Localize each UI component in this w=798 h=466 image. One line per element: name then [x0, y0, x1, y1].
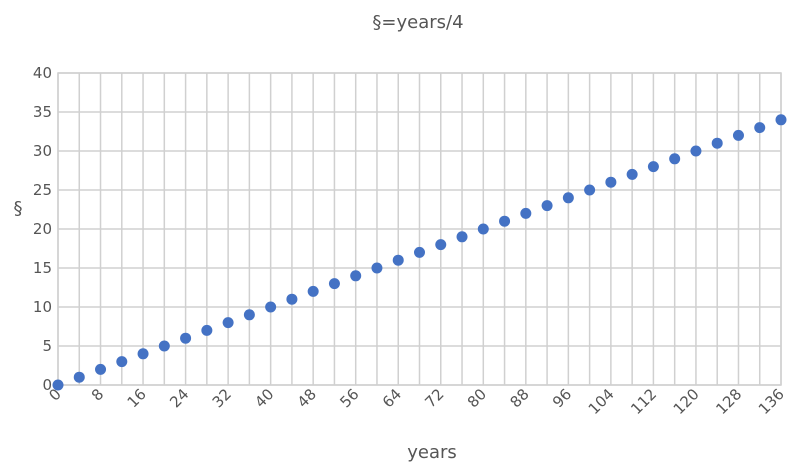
- data-point: [669, 153, 681, 165]
- data-point: [477, 223, 489, 235]
- chart-title: §=years/4: [372, 12, 463, 33]
- x-tick-label: 80: [464, 385, 490, 411]
- y-tick-label: 10: [33, 298, 52, 316]
- y-tick-label: 15: [33, 259, 52, 277]
- data-point: [95, 363, 107, 375]
- x-tick-label: 40: [251, 385, 277, 411]
- x-tick-label: 96: [549, 385, 575, 411]
- data-point: [73, 371, 85, 383]
- data-point: [222, 317, 234, 329]
- x-tick-label: 8: [88, 385, 107, 404]
- data-point: [435, 239, 447, 251]
- data-point: [584, 184, 596, 196]
- y-axis-label: §: [14, 198, 23, 219]
- y-tick-label: 30: [33, 142, 52, 160]
- data-point: [647, 161, 659, 173]
- x-tick-label: 128: [712, 385, 745, 418]
- x-tick-label: 16: [124, 385, 150, 411]
- data-point: [350, 270, 362, 282]
- data-point: [690, 145, 702, 157]
- data-point: [499, 215, 511, 227]
- y-tick-label: 40: [33, 64, 52, 82]
- x-tick-label: 136: [755, 385, 788, 418]
- data-point: [243, 309, 255, 321]
- data-point: [456, 231, 468, 243]
- data-point: [732, 129, 744, 141]
- y-tick-label: 0: [42, 376, 52, 394]
- grid: [57, 72, 782, 386]
- x-tick-label: 104: [585, 385, 618, 418]
- data-point: [414, 246, 425, 258]
- x-tick-label: 56: [336, 385, 362, 411]
- data-point: [201, 324, 213, 336]
- data-point: [775, 114, 787, 126]
- data-points: [52, 114, 787, 391]
- y-tick-label: 5: [42, 337, 52, 355]
- y-tick-label: 20: [33, 220, 52, 238]
- x-tick-label: 72: [421, 385, 447, 411]
- data-point: [711, 137, 723, 149]
- data-point: [265, 301, 277, 313]
- data-point: [180, 332, 192, 344]
- data-point: [392, 254, 404, 266]
- data-point: [754, 122, 766, 134]
- data-point: [286, 293, 298, 305]
- x-tick-label: 88: [506, 385, 532, 411]
- data-point: [541, 200, 553, 212]
- data-point: [371, 262, 383, 274]
- x-tick-label: 24: [166, 385, 192, 411]
- x-axis-label: years: [407, 442, 457, 463]
- data-point: [328, 278, 340, 290]
- y-tick-label: 25: [33, 181, 52, 199]
- y-tick-label: 35: [33, 103, 52, 121]
- x-tick-label: 64: [379, 385, 405, 411]
- x-tick-label: 48: [294, 385, 320, 411]
- x-tick-label: 32: [209, 385, 235, 411]
- data-point: [307, 285, 319, 297]
- data-point: [116, 356, 128, 368]
- data-point: [137, 348, 149, 360]
- x-tick-label: 112: [627, 385, 660, 418]
- data-point: [52, 379, 64, 391]
- data-point: [605, 176, 617, 188]
- plot-frame: [57, 72, 782, 386]
- data-point: [626, 168, 638, 180]
- x-tick-label: 120: [670, 385, 703, 418]
- data-point: [520, 207, 532, 219]
- data-point: [562, 192, 574, 204]
- data-point: [158, 340, 170, 352]
